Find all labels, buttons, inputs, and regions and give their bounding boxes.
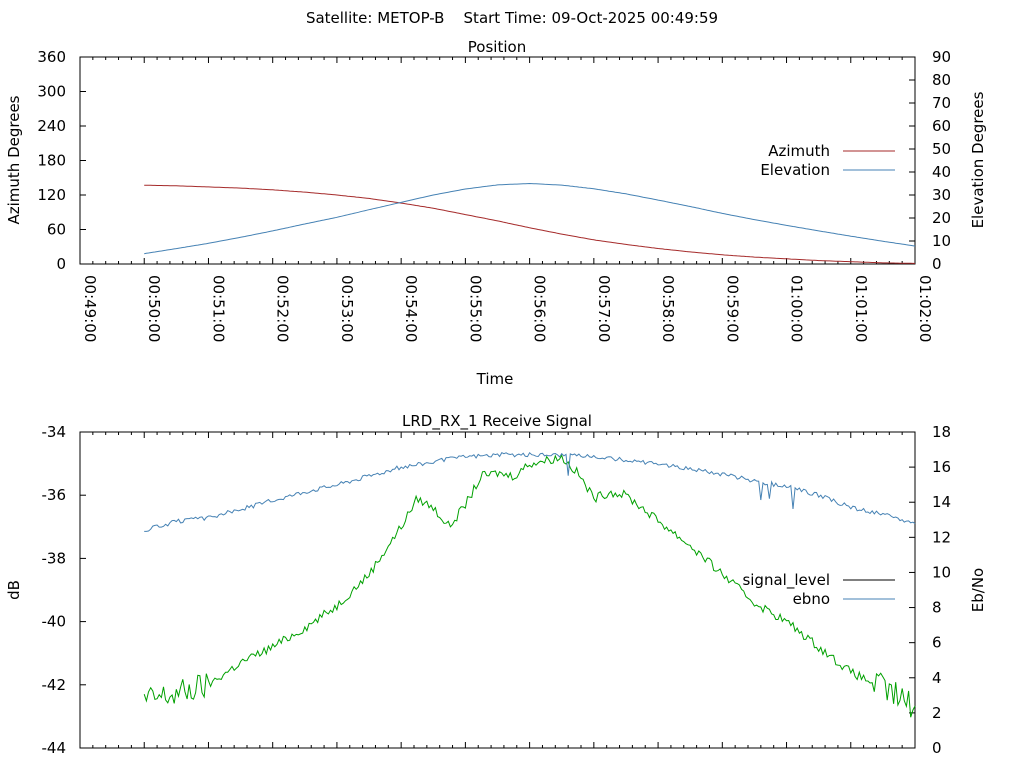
y2-tick-label: 0 — [932, 739, 942, 757]
y-tick-label: 60 — [47, 221, 66, 239]
y2-tick-label: 40 — [932, 163, 951, 181]
x-tick-label: 00:56:00 — [531, 275, 549, 342]
series-line-ebno — [144, 452, 916, 532]
position-legend: Azimuth Elevation — [760, 142, 895, 179]
y2-tick-label: 12 — [932, 528, 951, 546]
x-tick-label: 00:53:00 — [338, 275, 356, 342]
y-tick-label: -34 — [42, 423, 67, 441]
x-tick-label: 00:57:00 — [595, 275, 613, 342]
y-tick-label: -36 — [42, 486, 67, 504]
x-tick-label: 01:02:00 — [916, 275, 934, 342]
position-y-label: Azimuth Degrees — [5, 95, 23, 224]
position-x-label: Time — [476, 370, 514, 388]
x-tick-label: 00:49:00 — [81, 275, 99, 342]
y-tick-label: 180 — [37, 152, 66, 170]
legend-label-signal-level: signal_level — [742, 571, 830, 590]
y-tick-label: -40 — [42, 613, 67, 631]
x-tick-label: 00:50:00 — [145, 275, 163, 342]
y2-tick-label: 6 — [932, 634, 942, 652]
legend-label-ebno: ebno — [793, 590, 830, 608]
y2-tick-label: 10 — [932, 232, 951, 250]
legend-label-elevation: Elevation — [760, 161, 830, 179]
y2-tick-label: 0 — [932, 255, 942, 273]
series-line-elevation — [144, 182, 916, 255]
signal-legend: signal_level ebno — [742, 571, 895, 608]
y2-tick-label: 8 — [932, 599, 942, 617]
legend-label-azimuth: Azimuth — [768, 142, 830, 160]
y-tick-label: -38 — [42, 549, 67, 567]
x-tick-label: 01:01:00 — [852, 275, 870, 342]
signal-plot-frame — [79, 431, 916, 749]
position-title: Position — [468, 38, 526, 56]
y-tick-label: 240 — [37, 117, 66, 135]
y2-tick-label: 60 — [932, 117, 951, 135]
signal-chart: LRD_RX_1 Receive Signal dB Eb/No -44 -42 -… — [5, 412, 987, 757]
signal-title: LRD_RX_1 Receive Signal — [402, 412, 592, 431]
chart-header: Satellite: METOP-B Start Time: 09-Oct-20… — [306, 9, 718, 27]
signal-y-label: dB — [5, 580, 23, 600]
signal-y2-label: Eb/No — [969, 568, 987, 612]
x-tick-label: 00:55:00 — [466, 275, 484, 342]
y-tick-label: 120 — [37, 186, 66, 204]
y2-tick-label: 50 — [932, 140, 951, 158]
series-line-azimuth — [144, 184, 915, 264]
y-tick-label: 0 — [56, 255, 66, 273]
x-tick-label: 00:54:00 — [402, 275, 420, 342]
y-tick-label: 300 — [37, 83, 66, 101]
y2-tick-label: 2 — [932, 704, 942, 722]
y2-tick-label: 16 — [932, 458, 951, 476]
y-tick-label: 360 — [37, 48, 66, 66]
series-line-signal-level — [143, 454, 916, 718]
y2-tick-label: 20 — [932, 209, 951, 227]
x-tick-label: 00:58:00 — [659, 275, 677, 342]
y2-tick-label: 70 — [932, 94, 951, 112]
x-tick-label: 00:59:00 — [723, 275, 741, 342]
position-chart: Position Azimuth Degrees Elevation Degre… — [5, 38, 987, 388]
position-y2-label: Elevation Degrees — [969, 91, 987, 228]
y2-tick-label: 90 — [932, 48, 951, 66]
y2-tick-label: 18 — [932, 423, 951, 441]
y2-tick-label: 4 — [932, 669, 942, 687]
y2-tick-label: 14 — [932, 493, 951, 511]
x-tick-label: 00:51:00 — [209, 275, 227, 342]
y-tick-label: -44 — [42, 739, 67, 757]
y2-tick-label: 10 — [932, 563, 951, 581]
x-tick-label: 00:52:00 — [274, 275, 292, 342]
y2-tick-label: 80 — [932, 71, 951, 89]
y2-tick-label: 30 — [932, 186, 951, 204]
x-tick-label: 01:00:00 — [788, 275, 806, 342]
y-tick-label: -42 — [42, 676, 67, 694]
